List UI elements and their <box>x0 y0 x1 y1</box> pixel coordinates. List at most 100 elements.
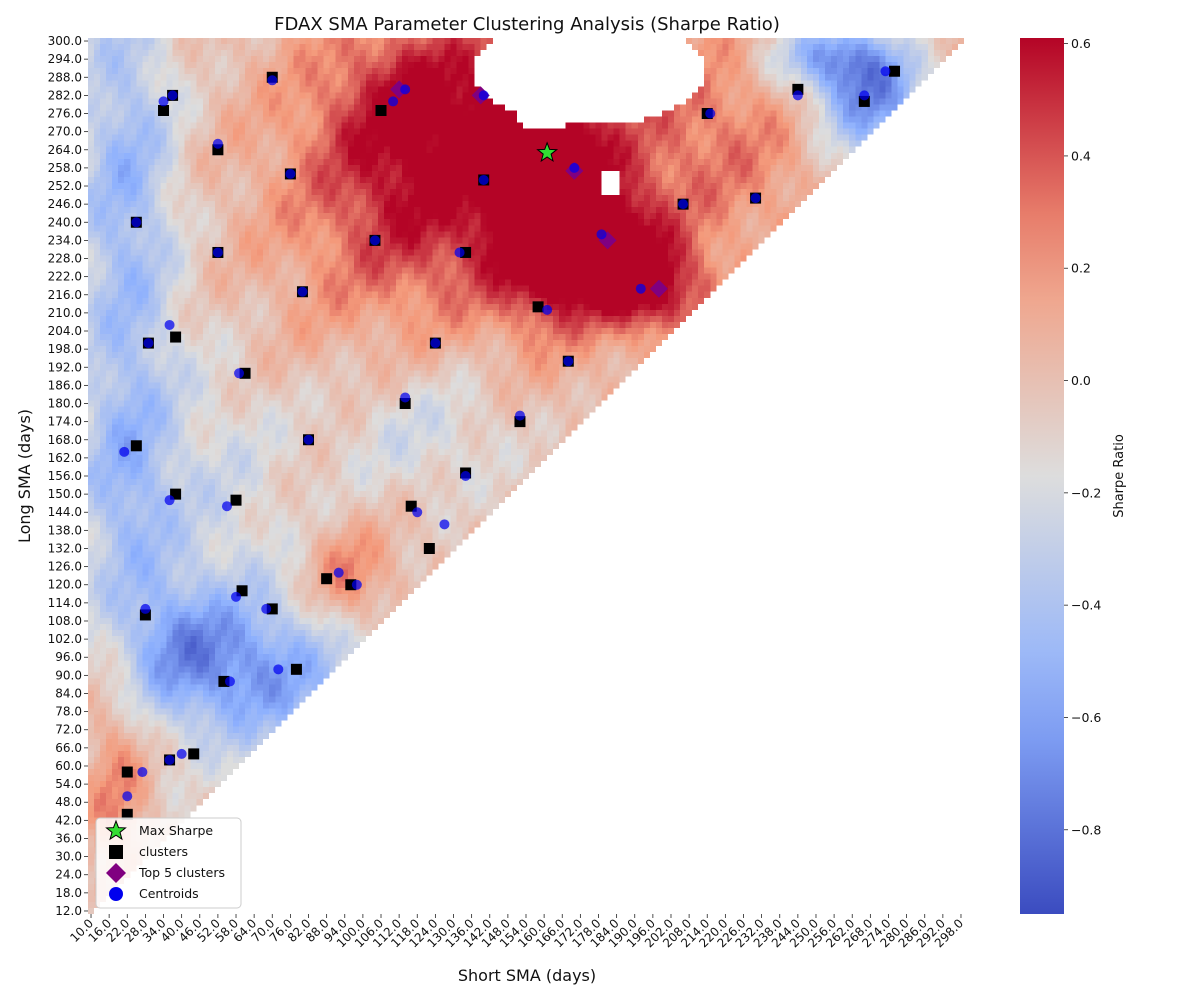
centroid-marker <box>569 162 580 173</box>
centroid-marker <box>400 84 411 95</box>
colorbar-gradient <box>1020 38 1064 914</box>
x-axis-ticks: 10.016.022.028.034.040.046.052.058.064.0… <box>67 914 966 950</box>
centroid-marker <box>164 754 175 765</box>
cluster-marker <box>266 603 278 615</box>
y-tick-label: 120.0 <box>48 578 82 592</box>
centroid-marker <box>143 338 154 349</box>
y-tick-label: 216.0 <box>48 288 82 302</box>
y-tick-label: 270.0 <box>48 125 82 139</box>
y-tick-label: 126.0 <box>48 560 82 574</box>
y-tick-label: 66.0 <box>55 741 82 755</box>
y-tick-label: 36.0 <box>55 831 82 845</box>
cluster-marker <box>170 488 182 500</box>
centroid-marker <box>514 410 525 421</box>
cluster-marker <box>889 65 901 77</box>
max-sharpe-marker <box>536 141 559 163</box>
centroid-marker <box>412 507 423 518</box>
cluster-marker <box>139 609 151 621</box>
cluster-marker <box>792 83 804 95</box>
y-tick-label: 132.0 <box>48 541 82 555</box>
y-tick-label: 156.0 <box>48 469 82 483</box>
centroid-marker <box>164 319 175 330</box>
centroid-marker <box>792 90 803 101</box>
legend-star-icon <box>105 819 127 841</box>
heatmap-cells <box>88 38 964 914</box>
cluster-marker <box>321 573 333 585</box>
centroid-marker <box>333 567 344 578</box>
legend-square-icon <box>109 845 123 859</box>
cluster-marker <box>858 95 870 107</box>
legend-label: Centroids <box>139 886 199 901</box>
centroid-marker <box>119 446 130 457</box>
y-tick-label: 96.0 <box>55 650 82 664</box>
y-tick-label: 138.0 <box>48 523 82 537</box>
y-axis-label: Long SMA (days) <box>15 409 34 543</box>
centroid-marker <box>224 676 235 687</box>
y-tick-label: 12.0 <box>55 904 82 918</box>
cluster-marker <box>375 104 387 116</box>
colorbar-tick-label: −0.6 <box>1071 710 1101 725</box>
centroid-marker <box>273 664 284 675</box>
y-tick-label: 258.0 <box>48 161 82 175</box>
cluster-marker <box>212 144 224 156</box>
y-tick-label: 30.0 <box>55 850 82 864</box>
centroid-marker <box>454 247 465 258</box>
centroid-marker <box>231 591 242 602</box>
y-tick-label: 60.0 <box>55 759 82 773</box>
y-tick-label: 84.0 <box>55 686 82 700</box>
centroid-marker <box>880 66 891 77</box>
heatmap-plot-area <box>88 38 964 914</box>
y-tick-label: 102.0 <box>48 632 82 646</box>
y-tick-label: 234.0 <box>48 233 82 247</box>
marker-layer <box>119 65 901 820</box>
cluster-marker <box>290 663 302 675</box>
chart-title: FDAX SMA Parameter Clustering Analysis (… <box>274 14 780 35</box>
y-tick-label: 54.0 <box>55 777 82 791</box>
legend-item: Max Sharpe <box>105 819 213 841</box>
colorbar-tick-label: 0.0 <box>1071 373 1091 388</box>
centroid-marker <box>285 168 296 179</box>
y-tick-label: 180.0 <box>48 397 82 411</box>
centroid-marker <box>167 90 178 101</box>
y-tick-label: 90.0 <box>55 668 82 682</box>
centroid-marker <box>351 579 362 590</box>
y-tick-label: 252.0 <box>48 179 82 193</box>
centroid-marker <box>478 90 489 101</box>
y-tick-label: 162.0 <box>48 451 82 465</box>
centroid-marker <box>176 748 187 759</box>
y-tick-label: 222.0 <box>48 270 82 284</box>
cluster-marker <box>239 367 251 379</box>
cluster-marker <box>345 579 357 591</box>
cluster-marker <box>121 766 133 778</box>
colorbar-ticks: 0.6 0.4 0.2 0.0 −0.2 −0.4 −0.6 −0.8 <box>1064 36 1101 837</box>
centroid-marker <box>261 603 272 614</box>
cluster-marker <box>158 104 170 116</box>
y-tick-label: 186.0 <box>48 378 82 392</box>
cluster-marker <box>514 416 526 428</box>
y-tick-label: 114.0 <box>48 596 82 610</box>
centroid-marker <box>750 193 761 204</box>
cluster-marker <box>236 585 248 597</box>
centroid-marker <box>212 247 223 258</box>
cluster-marker <box>130 440 142 452</box>
centroid-marker <box>212 138 223 149</box>
cluster-marker <box>423 542 435 554</box>
centroid-marker <box>542 304 553 315</box>
y-tick-label: 228.0 <box>48 252 82 266</box>
legend-item: Centroids <box>109 886 199 901</box>
y-tick-label: 108.0 <box>48 614 82 628</box>
centroid-marker <box>596 229 607 240</box>
y-tick-label: 24.0 <box>55 868 82 882</box>
x-axis-label: Short SMA (days) <box>458 966 596 985</box>
cluster-marker <box>405 500 417 512</box>
colorbar-tick-label: 0.4 <box>1071 148 1091 163</box>
cluster-marker <box>460 246 472 258</box>
colorbar: 0.6 0.4 0.2 0.0 −0.2 −0.4 −0.6 −0.8 Sharpe Rati… <box>1020 36 1127 914</box>
colorbar-tick-label: −0.8 <box>1071 822 1101 837</box>
colorbar-label: Sharpe Ratio <box>1112 434 1127 518</box>
centroid-marker <box>369 235 380 246</box>
legend-item: clusters <box>109 844 188 859</box>
centroid-marker <box>137 767 148 778</box>
legend: Max Sharpe clusters Top 5 clusters Centroid… <box>95 817 242 909</box>
